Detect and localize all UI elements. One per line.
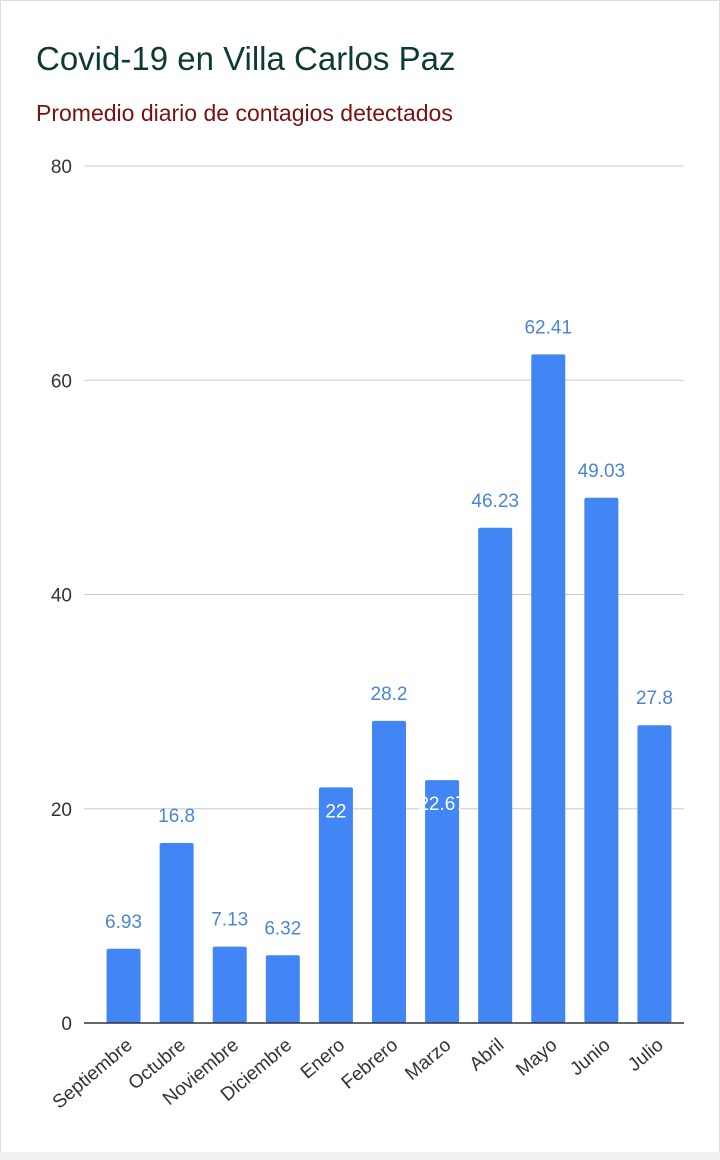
data-label: 28.2 <box>371 684 408 705</box>
data-label: 22.67 <box>418 794 466 815</box>
x-tick-label: Junio <box>566 1035 614 1080</box>
data-label: 16.8 <box>158 806 195 827</box>
y-tick-label: 80 <box>51 157 72 178</box>
bar <box>318 787 353 1023</box>
data-label: 62.41 <box>524 317 572 338</box>
chart-title: Covid-19 en Villa Carlos Paz <box>36 40 456 77</box>
data-label: 49.03 <box>578 461 626 482</box>
y-tick-label: 60 <box>51 371 72 392</box>
bar <box>478 527 513 1023</box>
data-label: 22 <box>325 801 346 822</box>
x-tick-label: Abril <box>466 1035 509 1076</box>
x-tick-label: Febrero <box>338 1035 402 1094</box>
x-tick-label: Mayo <box>512 1035 561 1081</box>
bar <box>265 955 300 1023</box>
bar <box>425 780 460 1023</box>
data-label: 6.93 <box>105 912 142 933</box>
bar <box>372 720 406 1023</box>
y-tick-label: 40 <box>51 586 72 607</box>
data-label: 7.13 <box>211 910 248 931</box>
data-label: 6.32 <box>264 918 301 939</box>
bar <box>637 725 672 1023</box>
x-tick-label: Julio <box>624 1035 667 1076</box>
bar <box>159 843 194 1023</box>
y-tick-label: 0 <box>61 1014 72 1035</box>
x-tick-label: Marzo <box>401 1035 455 1085</box>
y-tick-label: 20 <box>51 800 72 821</box>
bar <box>531 354 566 1023</box>
data-label: 27.8 <box>636 688 673 709</box>
bar <box>584 497 619 1023</box>
bottom-divider <box>0 1152 720 1160</box>
bar <box>212 946 247 1023</box>
chart-subtitle: Promedio diario de contagios detectados <box>36 100 453 126</box>
x-tick-label: Septiembre <box>49 1035 137 1114</box>
data-label: 46.23 <box>471 491 519 512</box>
bar <box>106 948 141 1023</box>
